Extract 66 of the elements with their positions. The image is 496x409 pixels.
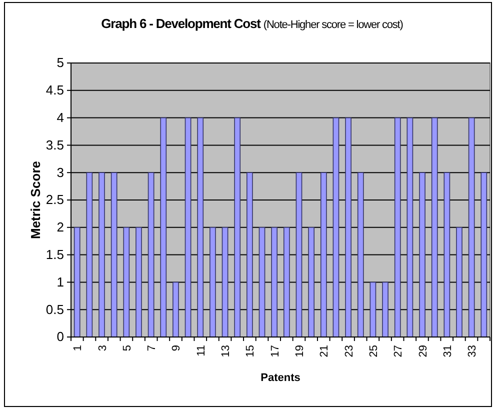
bar xyxy=(332,117,340,338)
bar xyxy=(136,227,142,338)
y-axis-title: Metric Score xyxy=(28,160,43,240)
bar xyxy=(370,282,376,338)
bar xyxy=(271,227,278,338)
bar xyxy=(444,172,450,338)
bar xyxy=(172,282,179,338)
x-tick-label: 13 xyxy=(220,345,232,358)
bar xyxy=(296,172,302,338)
y-tick-label: 2 xyxy=(56,220,64,235)
chart-title: Graph 6 - Development Cost xyxy=(101,16,264,31)
x-tick-label: 21 xyxy=(318,345,331,358)
bar xyxy=(98,172,105,338)
bar xyxy=(110,172,118,338)
y-tick-label: 3 xyxy=(56,164,64,180)
x-tick-label: 31 xyxy=(442,345,454,358)
bar xyxy=(480,172,488,338)
bar xyxy=(308,227,314,338)
bar xyxy=(431,117,438,338)
bar xyxy=(394,117,401,338)
x-tick-label: 3 xyxy=(96,345,109,352)
bar xyxy=(258,227,266,338)
x-tick-label: 15 xyxy=(244,345,257,358)
bar xyxy=(357,172,364,338)
bar xyxy=(382,282,388,338)
bar xyxy=(283,227,290,338)
x-tick-label: 9 xyxy=(170,345,183,352)
bar xyxy=(123,227,130,338)
bar xyxy=(468,117,475,338)
bar xyxy=(406,117,414,338)
y-tick-label: 2.5 xyxy=(46,192,64,208)
bar xyxy=(456,227,462,338)
bar xyxy=(246,172,253,338)
bar xyxy=(148,172,154,338)
bar xyxy=(197,117,204,338)
y-tick-label: 1 xyxy=(56,274,64,290)
bar xyxy=(160,117,167,338)
x-tick-label: 25 xyxy=(368,345,380,358)
chart-subtitle: (Note-Higher score = lower cost) xyxy=(263,19,403,31)
x-tick-label: 1 xyxy=(72,345,84,352)
x-tick-label: 29 xyxy=(417,345,430,358)
x-tick-label: 19 xyxy=(294,345,306,358)
y-tick-label: 3.5 xyxy=(46,137,64,152)
x-tick-label: 7 xyxy=(146,345,158,352)
y-tick-label: 5 xyxy=(56,55,64,70)
y-tick-label: 4.5 xyxy=(46,82,64,98)
x-tick-label: 33 xyxy=(466,345,479,358)
y-tick-label: 1.5 xyxy=(46,246,64,262)
bar xyxy=(184,117,192,338)
x-tick-label: 11 xyxy=(195,345,208,356)
bar xyxy=(419,172,426,338)
bar xyxy=(74,227,80,338)
bar xyxy=(86,172,93,338)
bar xyxy=(345,117,352,338)
y-tick-label: 0.5 xyxy=(46,302,64,317)
x-tick-label: 23 xyxy=(343,345,356,358)
y-tick-label: 4 xyxy=(56,110,64,125)
x-tick-label: 17 xyxy=(269,345,282,358)
bar xyxy=(234,117,241,338)
bar xyxy=(320,172,327,338)
x-axis-title: Patents xyxy=(260,372,300,384)
x-tick-label: 5 xyxy=(121,345,134,352)
y-tick-label: 0 xyxy=(56,329,64,344)
x-tick-label: 27 xyxy=(392,345,405,358)
bar xyxy=(210,227,216,338)
bar xyxy=(222,227,228,338)
